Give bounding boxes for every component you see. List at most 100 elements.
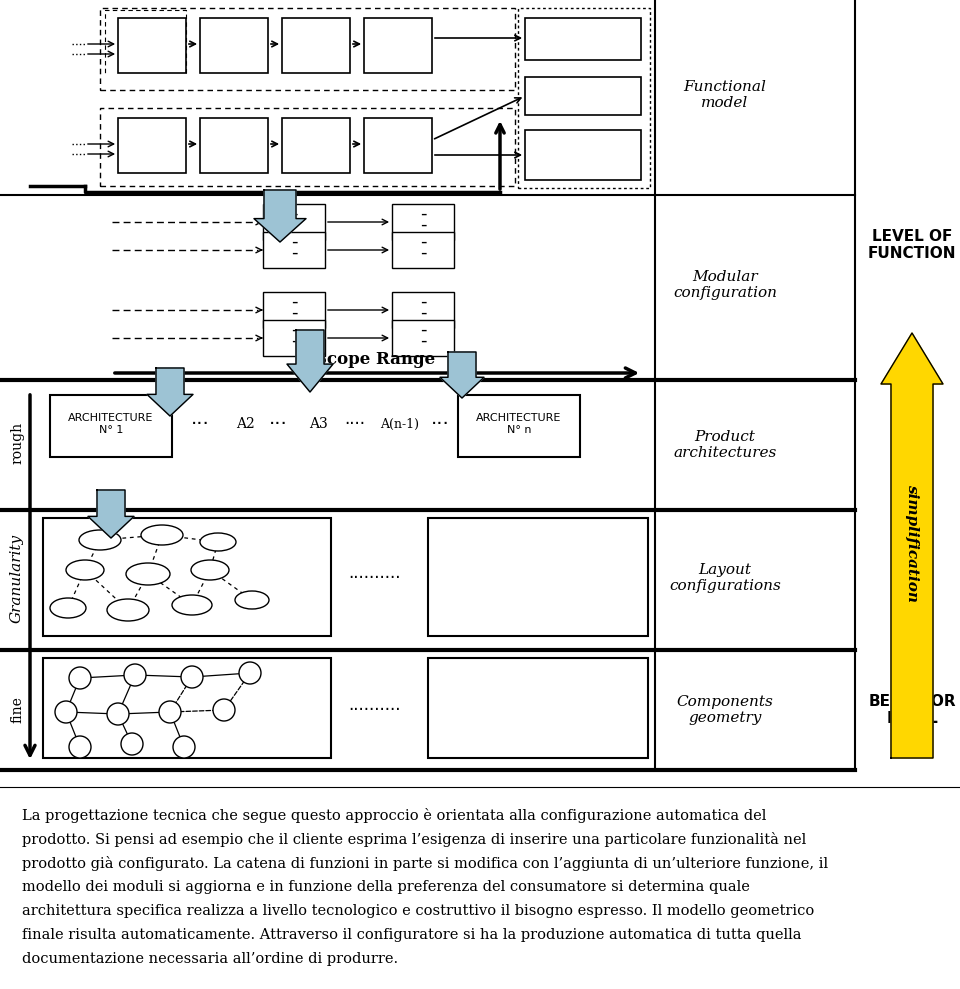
Bar <box>200 18 268 73</box>
Text: -: - <box>420 205 426 223</box>
Text: -: - <box>420 233 426 251</box>
Text: A(n-1): A(n-1) <box>380 417 420 430</box>
Ellipse shape <box>172 595 212 615</box>
Ellipse shape <box>200 533 236 551</box>
Text: -: - <box>291 233 298 251</box>
Text: Scope Range: Scope Range <box>315 351 435 369</box>
Bar <box>263 232 325 268</box>
Bar <box>282 18 350 73</box>
Circle shape <box>69 667 91 689</box>
Text: documentazione necessaria all’ordine di produrre.: documentazione necessaria all’ordine di … <box>22 952 398 966</box>
Circle shape <box>159 701 181 723</box>
Bar <box>118 118 186 173</box>
Bar <box>364 18 432 73</box>
Text: BEHAVIOR
LEVEL: BEHAVIOR LEVEL <box>868 694 956 726</box>
Text: ···: ··· <box>431 414 449 433</box>
Text: -: - <box>291 321 298 339</box>
Bar <box>50 395 172 457</box>
Text: fine: fine <box>10 696 24 723</box>
Bar <box>518 8 650 188</box>
Polygon shape <box>287 330 333 392</box>
Text: simplification: simplification <box>905 484 919 602</box>
Text: La progettazione tecnica che segue questo approccio è orientata alla configurazi: La progettazione tecnica che segue quest… <box>22 808 766 823</box>
Bar <box>392 204 454 240</box>
Text: Functional
model: Functional model <box>684 80 766 110</box>
Polygon shape <box>254 190 306 242</box>
Bar <box>200 118 268 173</box>
Text: ··········: ·········· <box>348 569 401 587</box>
Bar <box>364 118 432 173</box>
Ellipse shape <box>141 525 183 545</box>
Text: -: - <box>291 244 298 262</box>
Bar <box>43 658 331 758</box>
Ellipse shape <box>79 530 121 550</box>
Circle shape <box>121 733 143 755</box>
Text: modello dei moduli si aggiorna e in funzione della preferenza del consumatore si: modello dei moduli si aggiorna e in funz… <box>22 880 750 894</box>
Polygon shape <box>881 333 943 758</box>
Text: architettura specifica realizza a livello tecnologico e costruttivo il bisogno e: architettura specifica realizza a livell… <box>22 904 814 918</box>
Ellipse shape <box>50 598 86 618</box>
Circle shape <box>124 664 146 686</box>
Bar <box>118 18 186 73</box>
Text: -: - <box>291 304 298 322</box>
Bar <box>428 518 648 636</box>
Polygon shape <box>147 368 193 416</box>
Bar <box>263 204 325 240</box>
Text: ··········: ·········· <box>348 701 401 719</box>
Text: A2: A2 <box>235 417 254 431</box>
Text: Granularity: Granularity <box>10 533 24 622</box>
Bar <box>428 658 648 758</box>
Circle shape <box>107 703 129 725</box>
Circle shape <box>239 662 261 684</box>
Bar <box>263 320 325 356</box>
Bar <box>458 395 580 457</box>
Ellipse shape <box>107 599 149 621</box>
Polygon shape <box>440 352 484 398</box>
Text: -: - <box>420 321 426 339</box>
Ellipse shape <box>66 560 104 580</box>
Text: -: - <box>420 332 426 350</box>
Text: -: - <box>420 293 426 311</box>
Circle shape <box>69 736 91 758</box>
Bar <box>392 232 454 268</box>
Polygon shape <box>88 490 134 538</box>
Text: -: - <box>291 216 298 234</box>
Text: -: - <box>420 244 426 262</box>
Bar <box>100 108 515 186</box>
Text: A3: A3 <box>308 417 327 431</box>
Text: Product
architectures: Product architectures <box>673 430 777 460</box>
Text: Components
geometry: Components geometry <box>677 695 774 725</box>
Bar <box>282 118 350 173</box>
Text: ····: ···· <box>345 415 366 433</box>
Circle shape <box>55 701 77 723</box>
Bar <box>525 77 641 115</box>
Circle shape <box>213 699 235 721</box>
Text: Layout
configurations: Layout configurations <box>669 563 780 593</box>
Text: -: - <box>420 216 426 234</box>
Bar <box>525 18 641 60</box>
Text: ARCHITECTURE
N° 1: ARCHITECTURE N° 1 <box>68 413 154 435</box>
Text: ···: ··· <box>269 414 287 433</box>
Text: LEVEL OF
FUNCTION: LEVEL OF FUNCTION <box>868 228 956 261</box>
Text: -: - <box>291 332 298 350</box>
Ellipse shape <box>191 560 229 580</box>
Text: prodotto già configurato. La catena di funzioni in parte si modifica con l’aggiu: prodotto già configurato. La catena di f… <box>22 856 828 871</box>
Text: Modular
configuration: Modular configuration <box>673 270 777 300</box>
Text: -: - <box>291 205 298 223</box>
Ellipse shape <box>126 563 170 585</box>
Bar <box>392 292 454 328</box>
Bar <box>392 320 454 356</box>
Bar <box>263 292 325 328</box>
Circle shape <box>181 666 203 688</box>
Text: ···: ··· <box>191 414 209 433</box>
Bar <box>43 518 331 636</box>
Ellipse shape <box>235 591 269 609</box>
Circle shape <box>173 736 195 758</box>
Bar <box>100 8 515 90</box>
Text: -: - <box>291 293 298 311</box>
Bar <box>525 130 641 180</box>
Text: rough: rough <box>10 422 24 464</box>
Text: -: - <box>420 304 426 322</box>
Text: ARCHITECTURE
N° n: ARCHITECTURE N° n <box>476 413 562 435</box>
Text: prodotto. Si pensi ad esempio che il cliente esprima l’esigenza di inserire una : prodotto. Si pensi ad esempio che il cli… <box>22 832 806 847</box>
